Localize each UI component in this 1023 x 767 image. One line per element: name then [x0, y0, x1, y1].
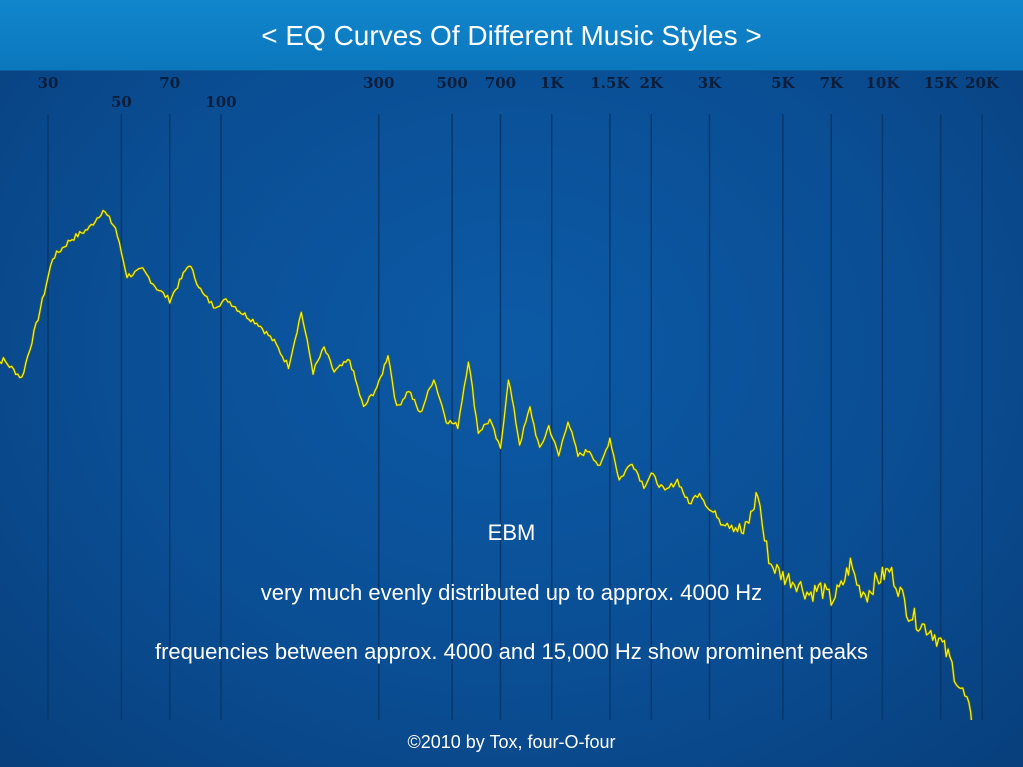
slide-title: < EQ Curves Of Different Music Styles > [261, 20, 762, 51]
tick-label-10k: 10K [865, 74, 900, 92]
tick-label-50: 50 [111, 93, 132, 111]
frequency-gridlines [47, 114, 983, 720]
tick-label-70: 70 [159, 74, 180, 92]
eq-chart: 30 50 70 100 300 500 700 1K 1.5K 2K 3K 5K 7K 10K 15K 20… [0, 74, 1000, 720]
tick-label-500: 500 [436, 74, 467, 92]
tick-label-300: 300 [363, 74, 394, 92]
tick-label-20k: 20K [965, 74, 1000, 92]
tick-label-30: 30 [38, 74, 59, 92]
copyright-footer: ©2010 by Tox, four-O-four [407, 732, 616, 752]
tick-label-5k: 5K [771, 74, 795, 92]
tick-label-100: 100 [205, 93, 236, 111]
tick-label-3k: 3K [698, 74, 722, 92]
tick-label-700: 700 [485, 74, 516, 92]
eq-curve-layer [0, 209, 973, 720]
title-bar: < EQ Curves Of Different Music Styles > [0, 0, 1023, 71]
tick-label-15k: 15K [924, 74, 959, 92]
description-line-1: very much evenly distributed up to appro… [260, 580, 763, 605]
description-line-2: frequencies between approx. 4000 and 15,… [154, 639, 869, 664]
frequency-tick-labels: 30 50 70 100 300 500 700 1K 1.5K 2K 3K 5K 7K 10K 15K 20… [38, 74, 1000, 111]
genre-caption: EBM [487, 520, 536, 545]
tick-label-1-5k: 1.5K [590, 74, 630, 92]
eq-curve-line [0, 209, 973, 720]
tick-label-7k: 7K [819, 74, 843, 92]
tick-label-2k: 2K [640, 74, 664, 92]
tick-label-1k: 1K [540, 74, 564, 92]
